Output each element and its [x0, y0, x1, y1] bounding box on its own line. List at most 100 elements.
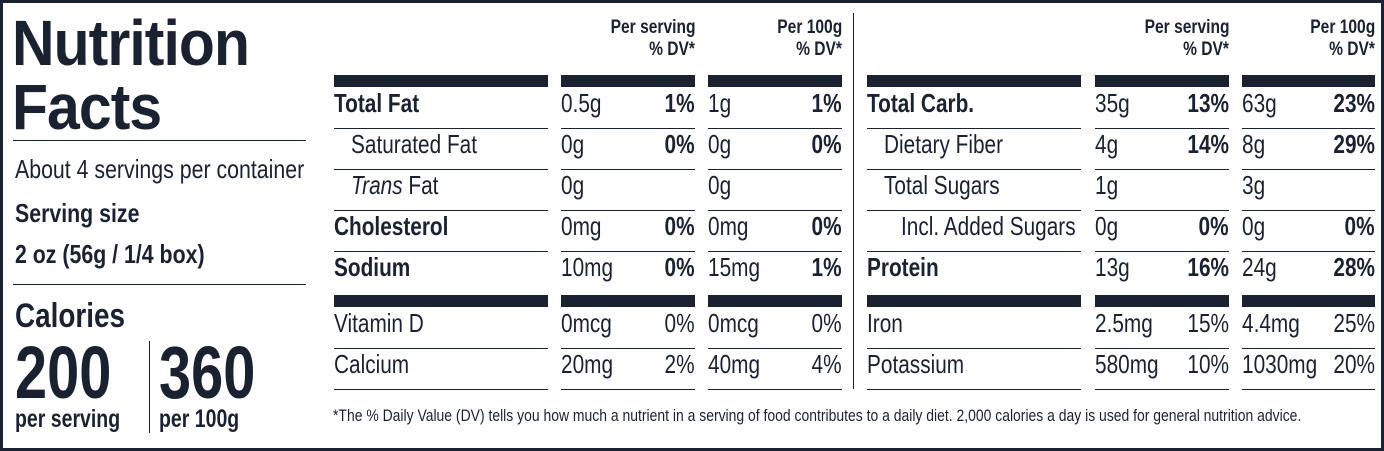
left-serving-amount-text: 0.5g — [561, 88, 602, 118]
left-per-serving-header-text-1: Per serving — [610, 17, 695, 38]
right-row-separator — [1242, 348, 1375, 349]
right-per-100g-header-line-2: % DV* — [1215, 39, 1375, 61]
left-micro-100g-dv-text: 0% — [811, 308, 842, 338]
left-serving-amount-text: 0g — [561, 129, 585, 159]
right-row-separator — [1095, 348, 1229, 349]
left-100g-dv: 1% — [722, 90, 842, 116]
left-per-serving-header-line-2: % DV* — [535, 39, 695, 61]
right-row-separator — [1242, 169, 1375, 170]
left-nutrient-name: Total Fat — [334, 90, 440, 116]
left-bottom-rule — [334, 389, 548, 390]
left-thick-bar-mid — [708, 295, 842, 307]
left-serving-amount-text: 10mg — [561, 252, 614, 282]
calories-per-serving-label: per serving — [15, 405, 121, 433]
right-serving-dv-text: 13% — [1187, 88, 1229, 118]
right-100g-dv-text: 23% — [1333, 88, 1375, 118]
left-thick-bar-mid — [334, 295, 548, 307]
right-100g-amount: 63g — [1242, 90, 1285, 116]
left-nutrient-name-text: Sodium — [334, 252, 411, 282]
left-100g-amount: 0g — [708, 131, 737, 157]
calories-per-serving: 200 — [15, 331, 112, 414]
right-serving-dv-text: 0% — [1198, 211, 1229, 241]
right-bottom-rule — [1095, 389, 1229, 390]
left-row-separator — [561, 128, 695, 129]
right-100g-dv-text: 28% — [1333, 252, 1375, 282]
right-100g-dv-text: 0% — [1344, 211, 1375, 241]
left-100g-amount: 0g — [708, 172, 737, 198]
right-micro-serving-dv: 10% — [1109, 351, 1229, 377]
serving-size-label: Serving size — [15, 198, 140, 228]
title-line-1: Nutrition — [12, 7, 250, 79]
calories-per-100g: 360 — [159, 331, 256, 414]
right-serving-dv: 0% — [1109, 213, 1229, 239]
right-100g-amount: 8g — [1242, 131, 1271, 157]
left-thick-bar-top — [708, 75, 842, 87]
right-micro-100g-amount: 4.4mg — [1242, 310, 1314, 336]
left-micro-100g-dv-text: 4% — [811, 349, 842, 379]
left-100g-amount: 0mg — [708, 213, 759, 239]
right-serving-dv: 16% — [1109, 254, 1229, 280]
right-100g-dv-text: 29% — [1333, 129, 1375, 159]
footnote: *The % Daily Value (DV) tells you how mu… — [333, 406, 1302, 425]
right-row-separator — [1095, 169, 1229, 170]
left-100g-dv-text: 1% — [811, 252, 842, 282]
left-micro-100g-dv: 4% — [722, 351, 842, 377]
right-row-separator — [867, 348, 1081, 349]
right-serving-amount: 35g — [1095, 90, 1138, 116]
right-per-serving-header-text-2: % DV* — [1183, 39, 1229, 60]
right-serving-amount: 0g — [1095, 213, 1124, 239]
left-row-separator — [334, 348, 548, 349]
right-nutrient-name-text: Total Carb. — [867, 88, 975, 118]
left-serving-amount: 0g — [561, 131, 590, 157]
right-row-separator — [1095, 128, 1229, 129]
left-nutrient-name: Sodium — [334, 254, 429, 280]
right-serving-dv: 14% — [1109, 131, 1229, 157]
right-per-serving-header-text-1: Per serving — [1144, 17, 1229, 38]
right-micronutrient-name-text: Iron — [867, 308, 903, 338]
right-nutrient-name-text: Dietary Fiber — [884, 129, 1004, 159]
left-row-separator — [334, 251, 548, 252]
left-thick-bar-top — [334, 75, 548, 87]
right-micro-serving-amount: 2.5mg — [1095, 310, 1167, 336]
table-center-divider — [853, 13, 854, 389]
left-row-separator — [334, 128, 548, 129]
italic-text: Trans — [351, 170, 403, 200]
left-nutrient-name: Saturated Fat — [351, 131, 509, 157]
right-micro-serving-dv-text: 15% — [1187, 308, 1229, 338]
divider-thin-2 — [13, 284, 306, 285]
right-per-100g-header: Per 100g% DV* — [1215, 17, 1375, 61]
right-bottom-rule — [1242, 389, 1375, 390]
left-thick-bar-mid — [561, 295, 695, 307]
right-row-separator — [867, 128, 1081, 129]
right-row-separator — [1242, 251, 1375, 252]
right-serving-amount-text: 1g — [1095, 170, 1119, 200]
right-row-separator — [1242, 210, 1375, 211]
left-micro-100g-amount: 40mg — [708, 351, 773, 377]
right-micro-serving-amount-text: 2.5mg — [1095, 308, 1153, 338]
left-micro-100g-amount: 0mcg — [708, 310, 772, 336]
left-serving-amount-text: 0mg — [561, 211, 602, 241]
title-line-2: Facts — [12, 71, 162, 143]
right-per-serving-header-line-2: % DV* — [1069, 39, 1229, 61]
left-100g-dv-text: 0% — [811, 129, 842, 159]
left-nutrient-name: Trans Fat — [351, 172, 460, 198]
left-serving-amount: 0.5g — [561, 90, 612, 116]
left-nutrient-name-text: Total Fat — [334, 88, 420, 118]
right-per-100g-header-line-1: Per 100g — [1215, 17, 1375, 39]
left-row-separator — [708, 348, 842, 349]
right-row-separator — [1095, 251, 1229, 252]
left-micro-serving-dv: 2% — [575, 351, 695, 377]
right-serving-amount-text: 0g — [1095, 211, 1119, 241]
left-serving-dv: 0% — [575, 254, 695, 280]
left-nutrient-name: Cholesterol — [334, 213, 477, 239]
right-100g-amount-text: 3g — [1242, 170, 1266, 200]
right-row-separator — [1095, 210, 1229, 211]
left-serving-dv: 0% — [575, 131, 695, 157]
left-micronutrient-name: Vitamin D — [334, 310, 446, 336]
right-micro-100g-amount-text: 1030mg — [1242, 349, 1318, 379]
left-100g-dv-text: 1% — [811, 88, 842, 118]
calories-label: Calories — [15, 297, 126, 335]
left-100g-dv: 0% — [722, 131, 842, 157]
right-row-separator — [1242, 128, 1375, 129]
left-micronutrient-name: Calcium — [334, 351, 428, 377]
